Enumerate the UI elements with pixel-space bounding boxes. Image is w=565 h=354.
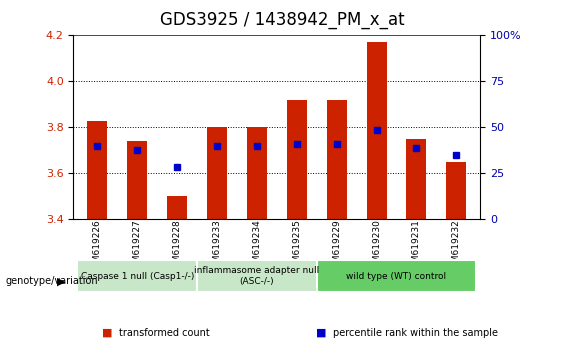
Bar [367,42,386,219]
Bar [446,162,466,219]
Bar [207,127,227,219]
Bar [127,141,147,219]
Text: transformed count: transformed count [119,328,210,338]
Text: GSM619226: GSM619226 [93,219,102,274]
Text: GSM619230: GSM619230 [372,219,381,274]
Text: GSM619229: GSM619229 [332,219,341,274]
Text: wild type (WT) control: wild type (WT) control [346,272,446,281]
Bar [88,120,107,219]
Bar [327,100,347,219]
Text: percentile rank within the sample: percentile rank within the sample [333,328,498,338]
Text: GDS3925 / 1438942_PM_x_at: GDS3925 / 1438942_PM_x_at [160,11,405,29]
Text: inflammasome adapter null
(ASC-/-): inflammasome adapter null (ASC-/-) [194,267,320,286]
Bar [287,100,307,219]
Text: GSM619231: GSM619231 [412,219,421,274]
Bar [247,127,267,219]
Text: ■: ■ [102,328,112,338]
Text: genotype/variation: genotype/variation [6,276,98,286]
Text: ■: ■ [316,328,327,338]
Bar [406,139,427,219]
Text: GSM619228: GSM619228 [173,219,181,274]
Text: GSM619227: GSM619227 [133,219,142,274]
FancyBboxPatch shape [77,260,197,292]
Text: GSM619234: GSM619234 [253,219,262,274]
Text: Caspase 1 null (Casp1-/-): Caspase 1 null (Casp1-/-) [81,272,194,281]
Text: GSM619235: GSM619235 [292,219,301,274]
Text: ▶: ▶ [56,276,65,286]
FancyBboxPatch shape [317,260,476,292]
FancyBboxPatch shape [197,260,317,292]
Text: GSM619233: GSM619233 [212,219,221,274]
Text: GSM619232: GSM619232 [452,219,461,274]
Bar [167,196,187,219]
